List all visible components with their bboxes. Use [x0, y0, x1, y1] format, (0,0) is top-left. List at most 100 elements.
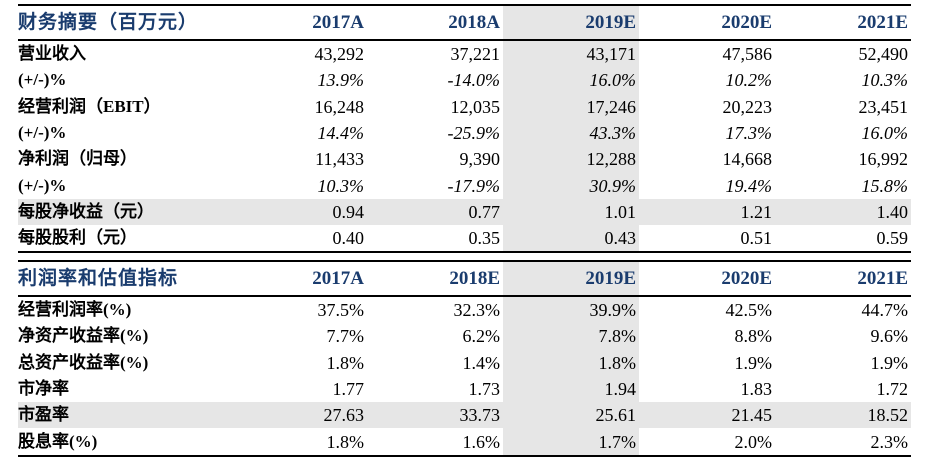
table-row: 每股净收益（元） 0.94 0.77 1.01 1.21 1.40: [18, 198, 911, 226]
cell-value: 8.8%: [734, 326, 773, 347]
column-header: 2018A: [367, 4, 503, 41]
column-header: 2019E: [503, 260, 639, 297]
row-label: 市盈率: [18, 402, 231, 429]
cell-value: 32.3%: [453, 300, 501, 321]
cell-value: 1.9%: [870, 352, 909, 373]
cell-value: 10.2%: [725, 70, 773, 91]
row-label: 经营利润（EBIT）: [18, 96, 161, 116]
cell-value: 47,586: [722, 44, 773, 65]
cell-value: 16,992: [858, 149, 909, 170]
cell-value: 0.94: [231, 198, 367, 226]
table-row: 每股股利（元） 0.40 0.35 0.43 0.51 0.59: [18, 225, 911, 254]
column-header: 2017A: [231, 260, 367, 297]
column-header: 2021E: [775, 260, 911, 297]
row-label: 营业收入: [18, 44, 86, 64]
cell-value: 1.9%: [734, 352, 773, 373]
cell-value: 1.77: [332, 379, 365, 400]
cell-value: 1.8%: [598, 352, 637, 373]
table-row: 经营利润率(%) 37.5% 32.3% 39.9% 42.5% 44.7%: [18, 296, 911, 323]
cell-value: 33.73: [367, 402, 503, 429]
cell-value: 17,246: [586, 96, 637, 117]
column-header: 2021E: [775, 4, 911, 41]
cell-value: 12,288: [586, 149, 637, 170]
table-header-row: 利润率和估值指标 2017A 2018E 2019E 2020E 2021E: [18, 260, 911, 297]
column-header: 2018E: [367, 260, 503, 297]
cell-value: 16.0%: [861, 123, 909, 144]
cell-value: 16,248: [314, 96, 365, 117]
cell-value: 44.7%: [861, 300, 909, 321]
cell-value: 15.8%: [861, 175, 909, 196]
cell-value: 1.4%: [462, 352, 501, 373]
cell-value: 14.4%: [317, 123, 365, 144]
cell-value: 2.0%: [639, 428, 775, 457]
cell-value: 1.40: [775, 198, 911, 226]
cell-value: 10.3%: [861, 70, 909, 91]
cell-value: 0.43: [503, 225, 639, 254]
table-row: 总资产收益率(%) 1.8% 1.4% 1.8% 1.9% 1.9%: [18, 350, 911, 376]
cell-value: 18.52: [775, 402, 911, 429]
cell-value: 12,035: [450, 96, 501, 117]
table-row: 净利润（归母） 11,433 9,390 12,288 14,668 16,992: [18, 146, 911, 172]
cell-value: 6.2%: [462, 326, 501, 347]
cell-value: 1.94: [604, 379, 637, 400]
cell-value: 0.40: [231, 225, 367, 254]
cell-value: 37,221: [450, 44, 501, 65]
cell-value: 16.0%: [589, 70, 637, 91]
row-label: 总资产收益率(%): [18, 352, 149, 372]
cell-value: 43,292: [314, 44, 365, 65]
cell-value: -25.9%: [447, 123, 501, 144]
row-label: (+/-)%: [18, 70, 67, 90]
table-header-row: 财务摘要（百万元） 2017A 2018A 2019E 2020E 2021E: [18, 4, 911, 41]
row-label: 每股净收益（元）: [18, 198, 231, 226]
cell-value: 1.7%: [503, 428, 639, 457]
summary-body: 财务摘要（百万元） 2017A 2018A 2019E 2020E 2021E 营业收入 43…: [18, 4, 911, 254]
cell-value: 23,451: [858, 96, 909, 117]
cell-value: 1.72: [876, 379, 909, 400]
cell-value: 1.8%: [231, 428, 367, 457]
row-label: (+/-)%: [18, 175, 67, 195]
cell-value: 52,490: [858, 44, 909, 65]
cell-value: 20,223: [722, 96, 773, 117]
row-label: 经营利润率(%): [18, 300, 132, 320]
row-label: 每股股利（元）: [18, 225, 231, 254]
cell-value: 1.73: [468, 379, 501, 400]
table-row: (+/-)% 14.4% -25.9% 43.3% 17.3% 16.0%: [18, 120, 911, 146]
cell-value: 7.7%: [326, 326, 365, 347]
financial-summary-table: 财务摘要（百万元） 2017A 2018A 2019E 2020E 2021E 营业收入 43…: [18, 4, 911, 254]
row-label: 市净率: [18, 379, 69, 399]
cell-value: 1.21: [639, 198, 775, 226]
column-header: 2020E: [639, 260, 775, 297]
cell-value: 25.61: [503, 402, 639, 429]
table-row: 营业收入 43,292 37,221 43,171 47,586 52,490: [18, 40, 911, 67]
cell-value: 0.51: [639, 225, 775, 254]
cell-value: -14.0%: [447, 70, 501, 91]
cell-value: 2.3%: [775, 428, 911, 457]
cell-value: 39.9%: [589, 300, 637, 321]
cell-value: -17.9%: [447, 175, 501, 196]
table-title: 财务摘要（百万元）: [18, 4, 231, 41]
column-header: 2019E: [503, 4, 639, 41]
table-row: 市盈率 27.63 33.73 25.61 21.45 18.52: [18, 402, 911, 429]
cell-value: 7.8%: [598, 326, 637, 347]
column-header: 2020E: [639, 4, 775, 41]
table-row: 市净率 1.77 1.73 1.94 1.83 1.72: [18, 376, 911, 402]
table-row: 净资产收益率(%) 7.7% 6.2% 7.8% 8.8% 9.6%: [18, 323, 911, 349]
row-label: 股息率(%): [18, 428, 231, 457]
cell-value: 1.6%: [367, 428, 503, 457]
column-header: 2017A: [231, 4, 367, 41]
cell-value: 19.4%: [725, 175, 773, 196]
table-title: 利润率和估值指标: [18, 260, 231, 297]
cell-value: 13.9%: [317, 70, 365, 91]
cell-value: 21.45: [639, 402, 775, 429]
table-row: 经营利润（EBIT） 16,248 12,035 17,246 20,223 23,451: [18, 94, 911, 120]
cell-value: 42.5%: [725, 300, 773, 321]
cell-value: 11,433: [315, 149, 364, 170]
cell-value: 14,668: [722, 149, 773, 170]
cell-value: 9.6%: [870, 326, 909, 347]
ratios-valuation-table: 利润率和估值指标 2017A 2018E 2019E 2020E 2021E 经营利润率(%…: [18, 260, 911, 457]
cell-value: 37.5%: [317, 300, 365, 321]
row-label: 净资产收益率(%): [18, 326, 149, 346]
cell-value: 0.59: [775, 225, 911, 254]
cell-value: 1.8%: [326, 352, 365, 373]
